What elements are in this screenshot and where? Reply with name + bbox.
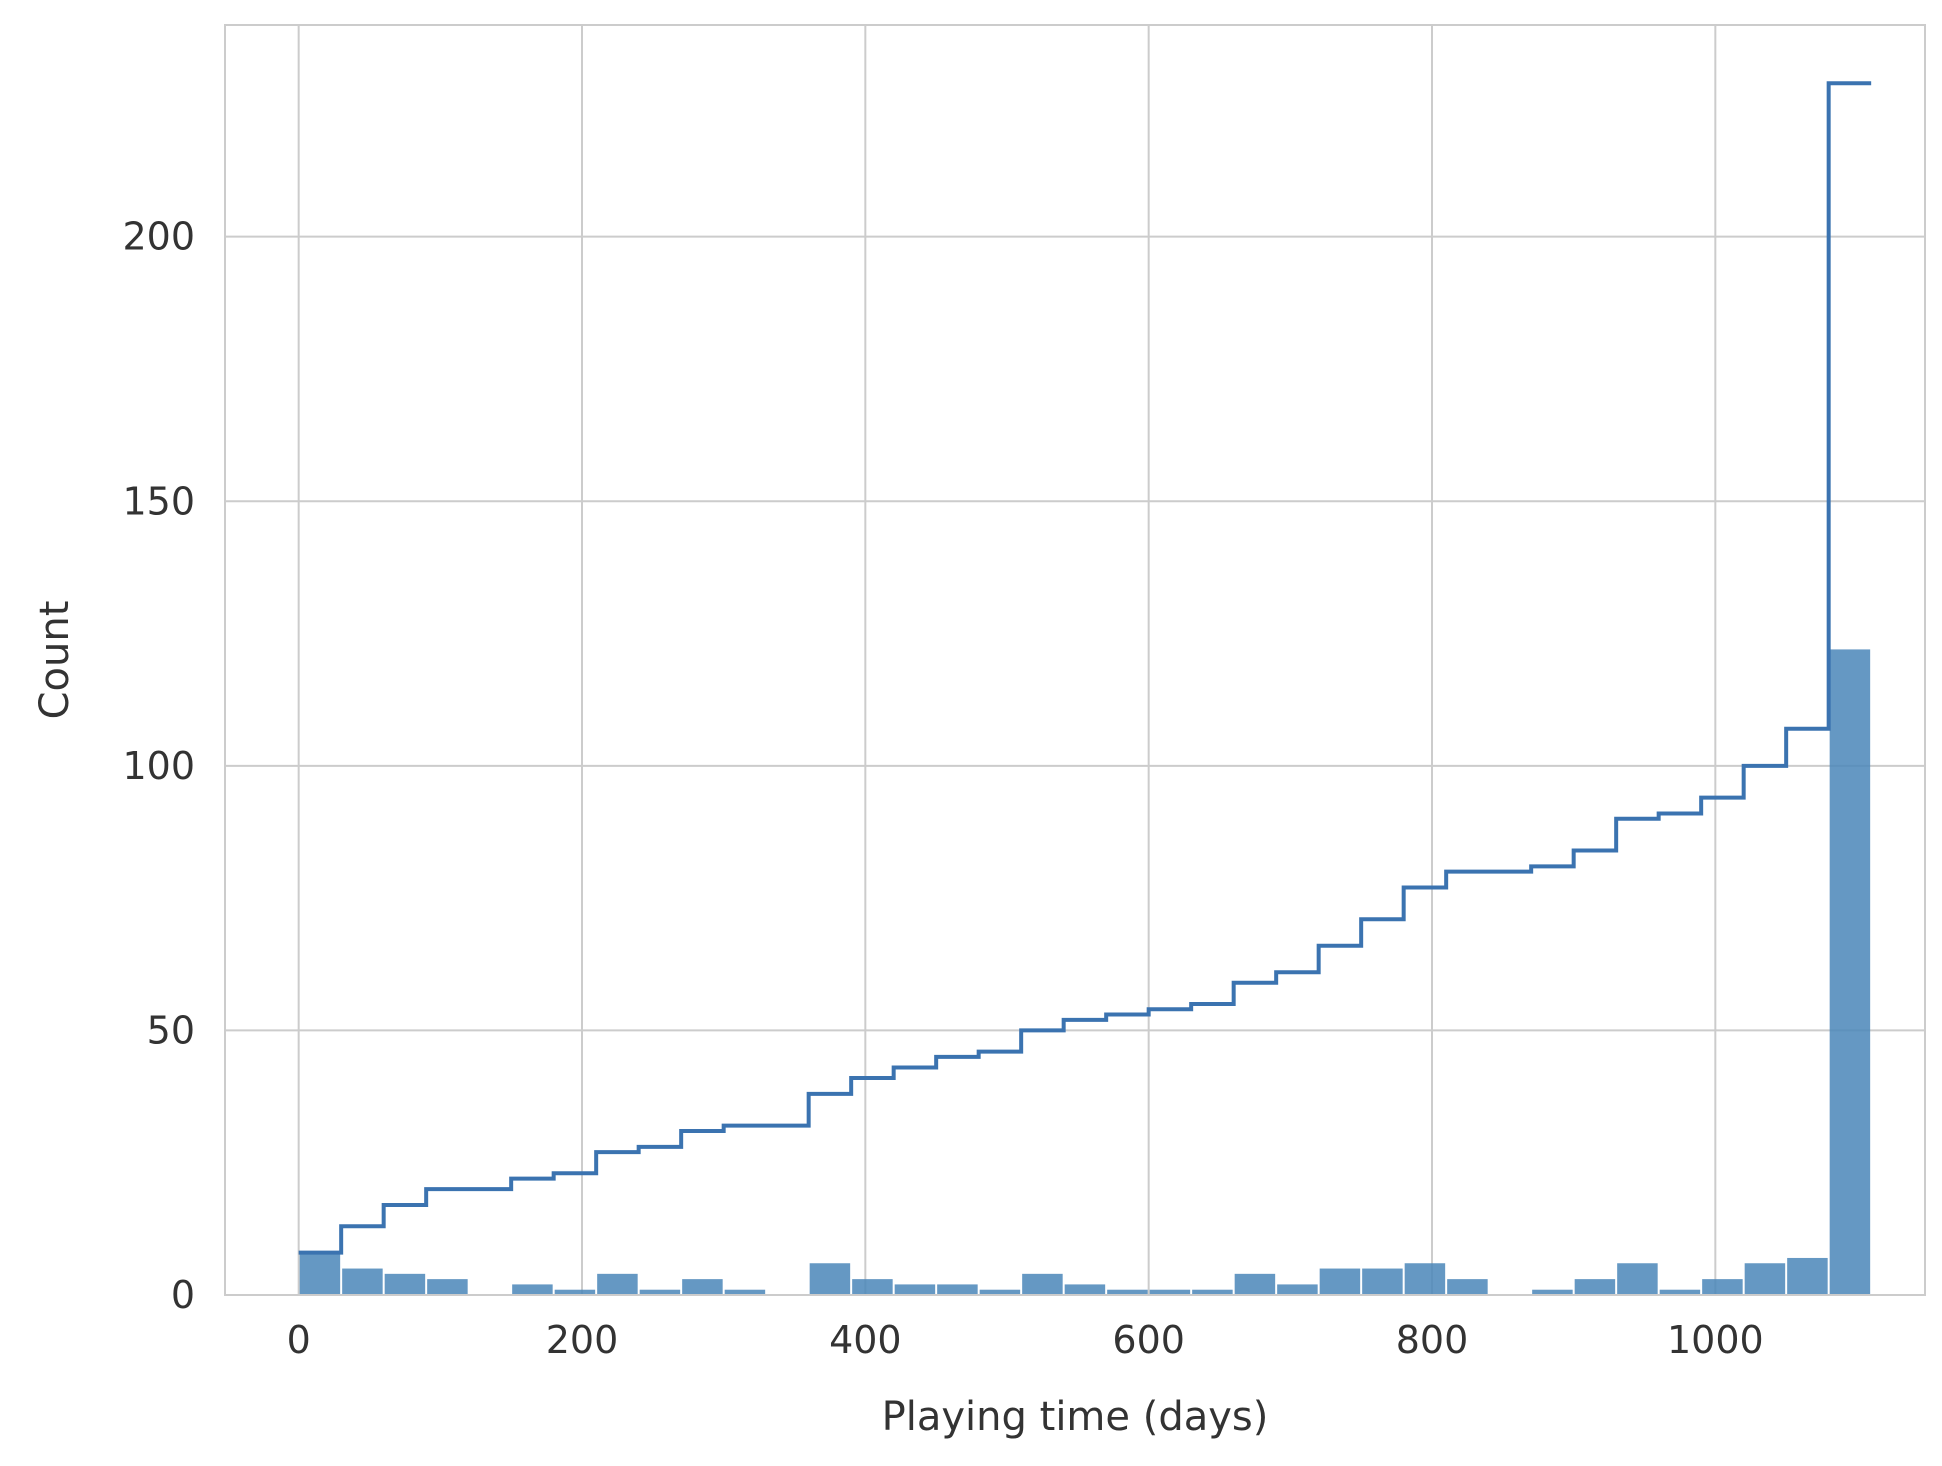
y-tick-label: 50: [147, 1008, 195, 1052]
histogram-bar: [1362, 1268, 1403, 1295]
x-axis-label: Playing time (days): [882, 1394, 1269, 1440]
histogram-bar: [1574, 1279, 1616, 1295]
histogram-bar: [597, 1273, 638, 1295]
histogram-bar: [1659, 1289, 1701, 1295]
histogram-bar: [1192, 1289, 1233, 1295]
histogram-bar: [1787, 1257, 1828, 1295]
histogram-bar: [427, 1279, 468, 1295]
y-axis-ticks: 0 50 100 150 200: [122, 215, 195, 1317]
histogram-bar: [1404, 1263, 1446, 1295]
cumulative-step-line: [298, 81, 1872, 1255]
histogram-bar: [1064, 1284, 1106, 1295]
histogram-bar: [1532, 1289, 1573, 1295]
y-axis-label: Count: [32, 601, 78, 720]
histogram-bar: [1617, 1263, 1658, 1295]
x-tick-label: 800: [1396, 1318, 1469, 1362]
histogram-bar: [384, 1273, 426, 1295]
histogram-bar: [1319, 1268, 1361, 1295]
histogram-bar: [852, 1279, 893, 1295]
histogram-bar: [1744, 1263, 1786, 1295]
x-tick-label: 600: [1112, 1318, 1185, 1362]
histogram-bar: [1702, 1279, 1743, 1295]
x-tick-label: 400: [829, 1318, 902, 1362]
histogram-bar: [342, 1268, 383, 1295]
histogram-bar: [1107, 1289, 1148, 1295]
plot-background: [225, 25, 1925, 1295]
histogram-bar: [894, 1284, 936, 1295]
histogram-bar: [1149, 1289, 1191, 1295]
histogram-bars: [299, 649, 1871, 1295]
x-tick-label: 1000: [1667, 1318, 1764, 1362]
y-tick-label: 150: [122, 479, 195, 523]
histogram-bar: [1234, 1273, 1276, 1295]
cumulative-count-line: [298, 81, 1872, 1255]
y-tick-label: 200: [122, 215, 195, 259]
histogram-bar: [299, 1252, 341, 1295]
histogram-bar: [1022, 1273, 1063, 1295]
histogram-bar: [979, 1289, 1021, 1295]
x-axis-ticks: 0 200 400 600 800 1000: [287, 1318, 1764, 1362]
y-tick-label: 0: [171, 1273, 195, 1317]
histogram-bar: [809, 1263, 851, 1295]
histogram-bar: [682, 1279, 723, 1295]
x-tick-label: 0: [287, 1318, 311, 1362]
histogram-bar: [639, 1289, 681, 1295]
histogram-bar: [1277, 1284, 1318, 1295]
histogram-bar: [512, 1284, 553, 1295]
x-tick-label: 200: [546, 1318, 619, 1362]
y-tick-label: 100: [122, 744, 195, 788]
histogram-bar: [1829, 649, 1871, 1295]
histogram-bar: [1447, 1279, 1488, 1295]
histogram-bar: [554, 1289, 596, 1295]
plot-frame: [224, 24, 1926, 1296]
histogram-bar: [937, 1284, 978, 1295]
histogram-bar: [724, 1289, 766, 1295]
